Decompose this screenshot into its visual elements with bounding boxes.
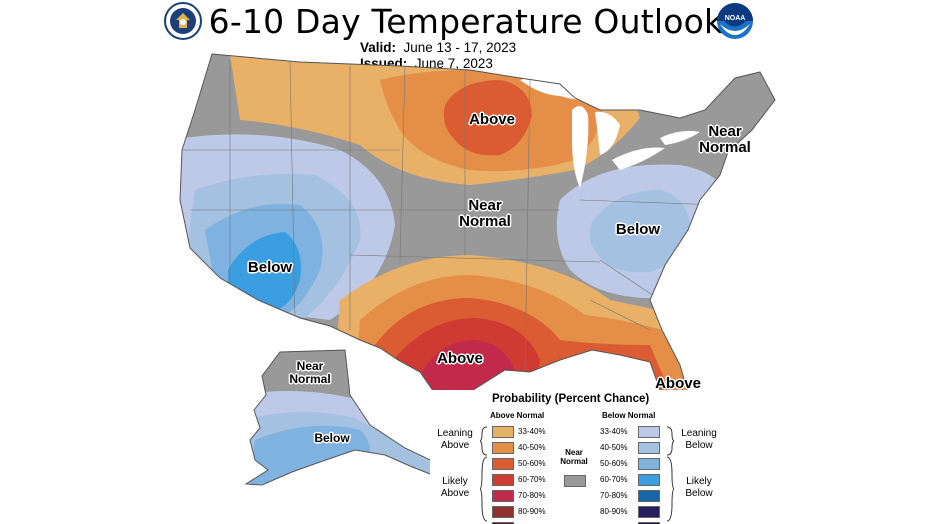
label-alaska-north-line1: Near (296, 359, 324, 373)
valid-label: Valid: (360, 40, 397, 55)
likely-below-line2: Below (685, 487, 713, 499)
leaning-below-line1: Leaning (681, 428, 717, 439)
leaning-above-line1: Leaning (437, 428, 473, 439)
legend-near-normal-label: Near Normal (556, 448, 592, 466)
below-range-1: 33-40% (600, 427, 628, 436)
likely-below-line1: Likely (686, 476, 712, 487)
above-range-4: 60-70% (518, 475, 546, 484)
label-central: Near Normal (450, 198, 520, 230)
leaning-below-line2: Below (685, 439, 713, 451)
label-northern-plains: Above (469, 111, 515, 128)
above-swatch-1 (492, 426, 514, 438)
label-alaska-north-line2: Normal (289, 371, 331, 386)
legend-near-normal-swatch (564, 475, 586, 487)
label-northeast: Near Normal (690, 124, 760, 156)
below-swatch-4 (638, 474, 660, 486)
label-central-line1: Near (468, 197, 502, 214)
probability-legend: Probability (Percent Chance) Above Norma… (430, 390, 730, 524)
below-range-3: 50-60% (600, 459, 628, 468)
label-ohio-valley: Below (615, 221, 661, 238)
near-normal-line1: Near (565, 448, 583, 457)
label-central-line2: Normal (459, 212, 511, 230)
leaning-above-line2: Above (440, 439, 470, 451)
below-range-5: 70-80% (600, 491, 628, 500)
legend-likely-above: Likely Above (430, 476, 480, 499)
above-range-6: 80-90% (518, 507, 546, 516)
valid-value: June 13 - 17, 2023 (403, 40, 517, 55)
below-swatch-7 (638, 522, 660, 524)
below-swatch-6 (638, 506, 660, 518)
above-swatch-5 (492, 490, 514, 502)
legend-likely-below: Likely Below (674, 476, 724, 499)
legend-above-header: Above Normal (490, 411, 545, 420)
doc-seal-icon (164, 2, 202, 40)
above-swatch-7 (492, 522, 514, 524)
below-swatch-3 (638, 458, 660, 470)
legend-leaning-above: Leaning Above (430, 428, 480, 451)
above-range-3: 50-60% (518, 459, 546, 468)
below-range-4: 60-70% (600, 475, 628, 484)
legend-below-header: Below Normal (602, 411, 656, 420)
likely-above-line1: Likely (442, 476, 468, 487)
noaa-logo-icon: NOAA (717, 3, 753, 39)
svg-text:NOAA: NOAA (725, 15, 746, 22)
label-florida: Above (655, 375, 701, 392)
likely-above-line2: Above (440, 487, 470, 499)
label-northeast-line2: Normal (699, 138, 751, 156)
near-normal-line2: Normal (560, 457, 588, 467)
above-swatch-4 (492, 474, 514, 486)
above-swatch-2 (492, 442, 514, 454)
label-southwest: Below (247, 259, 293, 276)
label-alaska-north: Near Normal (280, 360, 340, 385)
above-swatch-3 (492, 458, 514, 470)
legend-title: Probability (Percent Chance) (492, 393, 650, 405)
brace-likely-above-icon (480, 456, 488, 522)
legend-leaning-below: Leaning Below (674, 428, 724, 451)
below-range-6: 80-90% (600, 507, 628, 516)
issued-value: June 7, 2023 (414, 56, 493, 71)
below-swatch-1 (638, 426, 660, 438)
above-range-2: 40-50% (518, 443, 546, 452)
brace-leaning-below-icon (666, 426, 674, 456)
above-range-5: 70-80% (518, 491, 546, 500)
label-alaska-south: Below (314, 431, 350, 445)
above-range-1: 33-40% (518, 427, 546, 436)
above-swatch-6 (492, 506, 514, 518)
below-swatch-5 (638, 490, 660, 502)
brace-likely-below-icon (666, 456, 674, 522)
page-title: 6-10 Day Temperature Outlook (208, 2, 724, 41)
valid-dates: Valid: June 13 - 17, 2023 (360, 40, 516, 55)
below-range-2: 40-50% (600, 443, 628, 452)
below-swatch-2 (638, 442, 660, 454)
label-northeast-line1: Near (708, 123, 742, 140)
brace-leaning-above-icon (480, 426, 488, 456)
label-texas: Above (437, 350, 483, 367)
